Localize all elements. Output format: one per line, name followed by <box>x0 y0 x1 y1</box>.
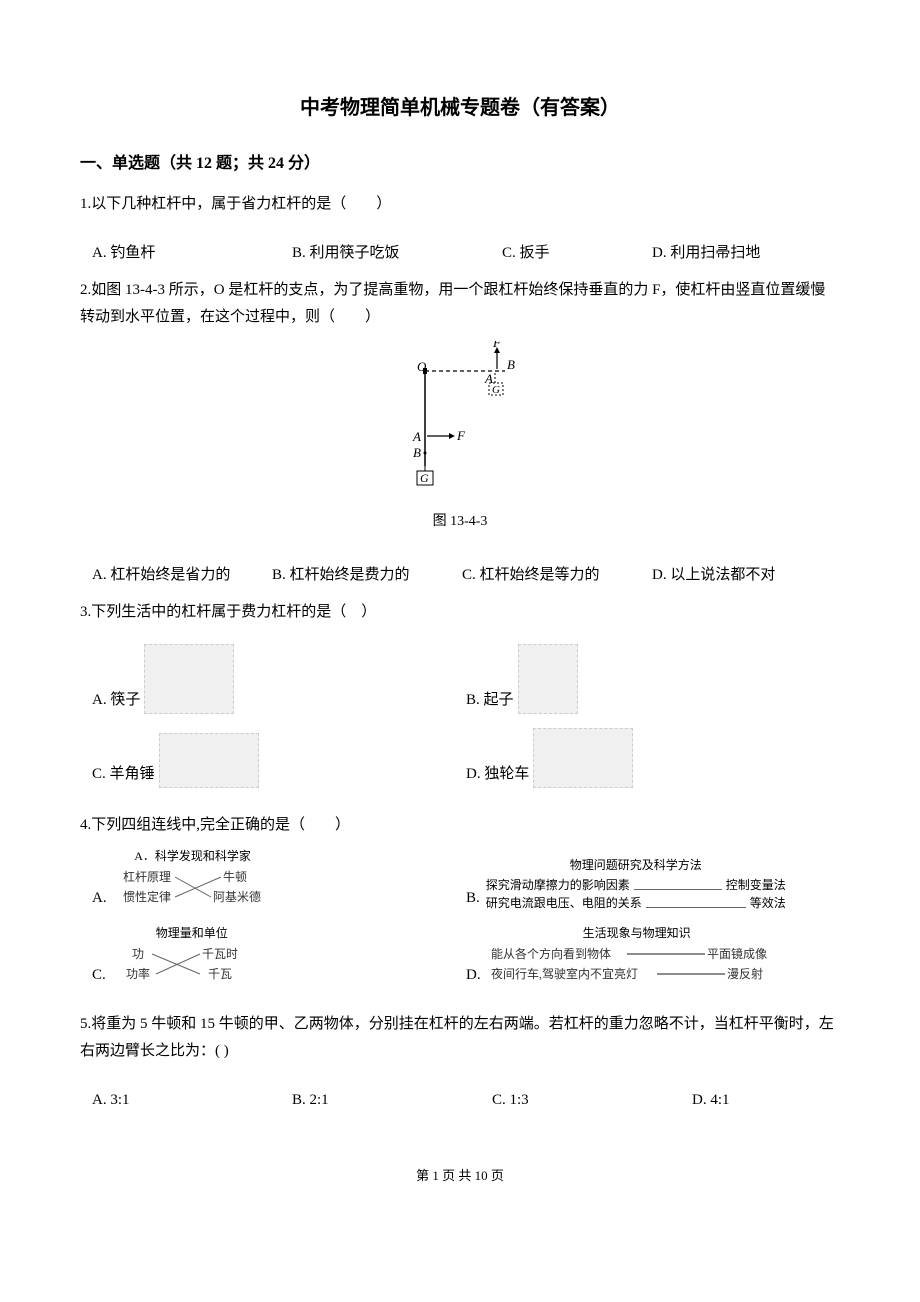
question-3-options: A. 筷子 B. 起子 C. 羊角锤 D. 独轮车 <box>92 644 840 802</box>
svg-text:B: B <box>413 445 421 460</box>
option-2a: A. 杠杆始终是省力的 <box>92 562 272 589</box>
option-3b-label: B. 起子 <box>466 687 514 714</box>
option-5b: B. 2:1 <box>292 1087 492 1114</box>
option-4b-box: 物理问题研究及科学方法 探究滑动摩擦力的影响因素 控制变量法 研究电流跟电压、电… <box>486 856 786 912</box>
question-2-figure: O B A F G A B F G <box>80 341 840 501</box>
page-footer: 第 1 页 共 10 页 <box>80 1164 840 1187</box>
option-2b: B. 杠杆始终是费力的 <box>272 562 462 589</box>
option-5d: D. 4:1 <box>692 1087 730 1114</box>
question-5-text: 5.将重为 5 牛顿和 15 牛顿的甲、乙两物体，分别挂在杠杆的左右两端。若杠杆… <box>80 1011 840 1065</box>
option-4a-box: A．科学发现和科学家 杠杆原理 牛顿 惯性定律 阿基米德 <box>113 847 273 912</box>
option-3d-label: D. 独轮车 <box>466 761 529 788</box>
question-3-text: 3.下列生活中的杠杆属于费力杠杆的是（ ） <box>80 599 840 626</box>
option-2c: C. 杠杆始终是等力的 <box>462 562 652 589</box>
box-b-l2a: 研究电流跟电压、电阻的关系 <box>486 894 642 912</box>
option-4d-box: 生活现象与物理知识 能从各个方向看到物体 平面镜成像 夜间行车,驾驶室内不宜亮灯… <box>487 924 787 989</box>
chopsticks-image <box>144 644 234 714</box>
option-4d-label: D. <box>466 962 481 989</box>
question-2-options: A. 杠杆始终是省力的 B. 杠杆始终是费力的 C. 杠杆始终是等力的 D. 以… <box>92 562 840 589</box>
box-b-header: 物理问题研究及科学方法 <box>486 856 786 874</box>
option-2d: D. 以上说法都不对 <box>652 562 832 589</box>
question-1: 1.以下几种杠杆中，属于省力杠杆的是（ ） <box>80 191 840 218</box>
question-4: 4.下列四组连线中,完全正确的是（ ） <box>80 812 840 839</box>
option-3a-label: A. 筷子 <box>92 687 140 714</box>
box-c-header: 物理量和单位 <box>112 924 272 942</box>
box-b-l1b: 控制变量法 <box>726 876 786 894</box>
question-2-figure-caption: 图 13-4-3 <box>80 509 840 534</box>
option-5a: A. 3:1 <box>92 1087 292 1114</box>
svg-text:F: F <box>456 428 466 443</box>
box-a-l1b: 牛顿 <box>223 869 247 884</box>
option-1d: D. 利用扫帚扫地 <box>652 240 812 267</box>
svg-text:B: B <box>507 357 515 372</box>
box-a-l1a: 杠杆原理 <box>123 869 171 884</box>
box-a-l2a: 惯性定律 <box>123 889 171 904</box>
question-4-text: 4.下列四组连线中,完全正确的是（ ） <box>80 812 840 839</box>
document-title: 中考物理简单机械专题卷（有答案） <box>80 90 840 126</box>
question-1-text: 1.以下几种杠杆中，属于省力杠杆的是（ ） <box>80 191 840 218</box>
box-c-l1b: 千瓦时 <box>202 947 238 961</box>
claw-hammer-image <box>159 733 259 788</box>
question-4-options: A. A．科学发现和科学家 杠杆原理 牛顿 惯性定律 阿基米德 B. 物理问题研… <box>92 847 840 1001</box>
option-3c-label: C. 羊角锤 <box>92 761 155 788</box>
question-5-options: A. 3:1 B. 2:1 C. 1:3 D. 4:1 <box>92 1087 840 1114</box>
section-header: 一、单选题（共 12 题；共 24 分） <box>80 150 840 179</box>
box-a-header: A．科学发现和科学家 <box>113 847 273 865</box>
box-d-l2b: 漫反射 <box>727 966 763 981</box>
svg-text:F: F <box>492 341 502 350</box>
option-1c: C. 扳手 <box>502 240 652 267</box>
box-c-l2a: 功率 <box>126 966 150 981</box>
wheelbarrow-image <box>533 728 633 788</box>
svg-text:A: A <box>412 429 421 444</box>
box-d-l2a: 夜间行车,驾驶室内不宜亮灯 <box>491 966 638 981</box>
option-1b: B. 利用筷子吃饭 <box>292 240 502 267</box>
box-c-l2b: 千瓦 <box>208 967 232 981</box>
question-2: 2.如图 13-4-3 所示，O 是杠杆的支点，为了提高重物，用一个跟杠杆始终保… <box>80 277 840 331</box>
box-a-l2b: 阿基米德 <box>213 889 261 904</box>
svg-text:G: G <box>420 471 429 485</box>
question-3: 3.下列生活中的杠杆属于费力杠杆的是（ ） <box>80 599 840 626</box>
bottle-opener-image <box>518 644 578 714</box>
box-d-header: 生活现象与物理知识 <box>487 924 787 942</box>
option-4c-box: 物理量和单位 功 千瓦时 功率 千瓦 <box>112 924 272 989</box>
question-1-options: A. 钓鱼杆 B. 利用筷子吃饭 C. 扳手 D. 利用扫帚扫地 <box>92 240 840 267</box>
option-4c-label: C. <box>92 962 106 989</box>
option-5c: C. 1:3 <box>492 1087 692 1114</box>
question-5: 5.将重为 5 牛顿和 15 牛顿的甲、乙两物体，分别挂在杠杆的左右两端。若杠杆… <box>80 1011 840 1065</box>
box-d-l1a: 能从各个方向看到物体 <box>491 946 611 961</box>
svg-text:G: G <box>492 384 500 396</box>
box-b-l2b: 等效法 <box>750 894 786 912</box>
box-c-l1a: 功 <box>132 947 144 961</box>
option-1a: A. 钓鱼杆 <box>92 240 292 267</box>
question-2-text: 2.如图 13-4-3 所示，O 是杠杆的支点，为了提高重物，用一个跟杠杆始终保… <box>80 277 840 331</box>
box-b-l1a: 探究滑动摩擦力的影响因素 <box>486 876 630 894</box>
box-d-l1b: 平面镜成像 <box>707 946 767 961</box>
option-4a-label: A. <box>92 885 107 912</box>
option-4b-label: B. <box>466 885 480 912</box>
